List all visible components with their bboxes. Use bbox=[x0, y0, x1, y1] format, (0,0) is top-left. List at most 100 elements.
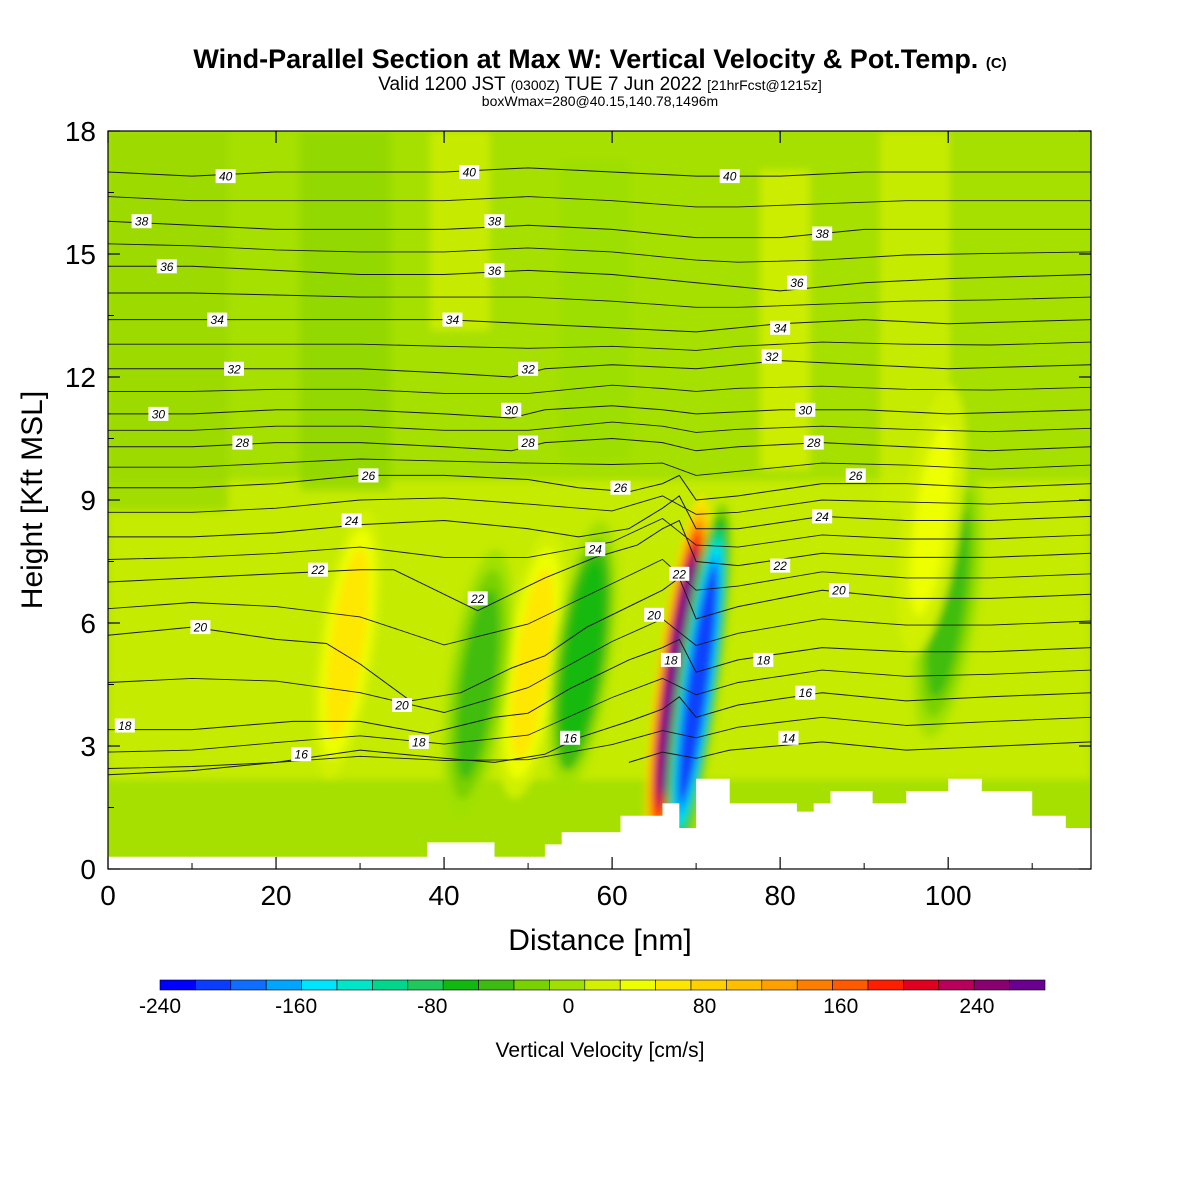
contour-label-text: 18 bbox=[757, 653, 771, 667]
contour-label: 20 bbox=[644, 607, 665, 622]
contour-label: 38 bbox=[812, 226, 833, 241]
y-tick-label: 9 bbox=[80, 485, 96, 516]
contour-label-text: 32 bbox=[227, 362, 241, 376]
contour-label-text: 26 bbox=[361, 469, 376, 483]
contour-label-text: 30 bbox=[505, 403, 519, 417]
theta-contour-34 bbox=[108, 319, 1091, 333]
contour-label-text: 30 bbox=[152, 407, 166, 421]
theta-contour-18 bbox=[108, 638, 1091, 735]
theta-contour-minor bbox=[108, 669, 1091, 753]
theta-contour-minor bbox=[108, 618, 1091, 713]
theta-contour-40 bbox=[108, 167, 1091, 177]
contour-label-text: 32 bbox=[765, 350, 779, 364]
colorbar-tick-label: 0 bbox=[563, 995, 575, 1018]
contour-label-text: 38 bbox=[488, 215, 502, 229]
contour-label: 30 bbox=[148, 406, 169, 421]
contour-label: 22 bbox=[308, 562, 329, 577]
contour-label-text: 36 bbox=[160, 260, 174, 274]
theta-contour-24 bbox=[108, 495, 1091, 538]
y-tick-label: 18 bbox=[65, 116, 96, 147]
x-tick-label: 20 bbox=[260, 880, 291, 911]
theta-contour-14 bbox=[628, 741, 1091, 763]
contour-label: 22 bbox=[669, 566, 690, 581]
contour-label: 28 bbox=[232, 435, 253, 450]
colorbar-label: Vertical Velocity [cm/s] bbox=[496, 1039, 705, 1062]
colorbar-tick-label: -240 bbox=[139, 995, 181, 1018]
contour-label: 18 bbox=[660, 652, 681, 667]
contour-label: 16 bbox=[291, 747, 312, 762]
contour-label-text: 26 bbox=[848, 469, 863, 483]
contour-label: 26 bbox=[358, 468, 379, 483]
contour-label-text: 34 bbox=[446, 313, 460, 327]
theta-contour-30 bbox=[108, 405, 1091, 419]
theta-contour-minor bbox=[108, 495, 1091, 515]
contour-label: 36 bbox=[484, 263, 505, 278]
colorbar-swatch bbox=[301, 979, 338, 991]
theta-contour-minor bbox=[108, 558, 1091, 646]
contour-label-text: 16 bbox=[563, 731, 577, 745]
theta-contour-38 bbox=[108, 220, 1091, 239]
contour-label-text: 24 bbox=[814, 510, 829, 524]
contour-label: 38 bbox=[131, 214, 152, 229]
x-tick-label: 40 bbox=[428, 880, 459, 911]
y-tick-label: 3 bbox=[80, 731, 96, 762]
contour-label-text: 20 bbox=[831, 584, 846, 598]
contour-label: 24 bbox=[341, 513, 362, 528]
colorbar-tick-label: -80 bbox=[417, 995, 447, 1018]
contour-label: 18 bbox=[114, 718, 135, 733]
colorbar-tick-label: 160 bbox=[823, 995, 858, 1018]
y-tick-label: 0 bbox=[80, 854, 96, 885]
theta-contour-28 bbox=[108, 437, 1091, 452]
contour-label-text: 16 bbox=[295, 748, 309, 762]
contour-label-text: 14 bbox=[782, 731, 796, 745]
contour-label-text: 18 bbox=[118, 719, 132, 733]
contour-label: 30 bbox=[501, 402, 522, 417]
contour-label-text: 20 bbox=[394, 699, 409, 713]
contour-label: 30 bbox=[795, 402, 816, 417]
contour-label: 38 bbox=[484, 214, 505, 229]
theta-contours bbox=[108, 167, 1091, 776]
colorbar-swatch bbox=[265, 979, 302, 991]
contour-label: 16 bbox=[560, 730, 581, 745]
theta-contour-minor bbox=[108, 341, 1091, 351]
colorbar-swatch bbox=[372, 979, 409, 991]
contour-label: 14 bbox=[778, 730, 799, 745]
colorbar-swatch bbox=[655, 979, 692, 991]
contour-label: 32 bbox=[224, 361, 245, 376]
theta-contour-26 bbox=[108, 474, 1091, 501]
contour-label-text: 34 bbox=[211, 313, 225, 327]
chart-title: Wind-Parallel Section at Max W: Vertical… bbox=[193, 44, 1007, 74]
contour-label-text: 40 bbox=[219, 170, 233, 184]
theta-contour-22 bbox=[108, 519, 1091, 612]
contour-label-text: 28 bbox=[520, 436, 535, 450]
contour-label: 28 bbox=[803, 435, 824, 450]
contour-label: 34 bbox=[207, 312, 228, 327]
contour-label: 32 bbox=[761, 349, 782, 364]
theta-contour-minor bbox=[108, 292, 1091, 308]
y-tick-label: 15 bbox=[65, 239, 96, 270]
w-feature-0 bbox=[657, 557, 698, 796]
colorbar-tick-label: 80 bbox=[693, 995, 716, 1018]
colorbar-swatch bbox=[195, 979, 232, 991]
contour-label-text: 26 bbox=[613, 481, 628, 495]
contour-label-text: 30 bbox=[799, 403, 813, 417]
theta-contour-minor bbox=[108, 384, 1091, 394]
terrain-mask bbox=[108, 778, 1091, 869]
colorbar-swatch bbox=[619, 979, 656, 991]
colorbar-swatch bbox=[796, 979, 833, 991]
contour-label-text: 24 bbox=[588, 543, 603, 557]
colorbar-swatch bbox=[478, 979, 515, 991]
colorbar-swatch bbox=[903, 979, 940, 991]
x-axis-title: Distance [nm] bbox=[508, 924, 691, 957]
y-axis-title: Height [Kft MSL] bbox=[16, 391, 49, 609]
y-tick-label: 6 bbox=[80, 608, 96, 639]
colorbar-tick-label: 240 bbox=[959, 995, 994, 1018]
colorbar-swatch bbox=[761, 979, 798, 991]
contour-label: 40 bbox=[719, 169, 740, 184]
contour-label-text: 38 bbox=[135, 215, 149, 229]
contour-label: 20 bbox=[828, 583, 849, 598]
theta-contour-16 bbox=[108, 692, 1091, 776]
contour-label: 36 bbox=[786, 275, 807, 290]
contour-label-text: 24 bbox=[344, 514, 359, 528]
